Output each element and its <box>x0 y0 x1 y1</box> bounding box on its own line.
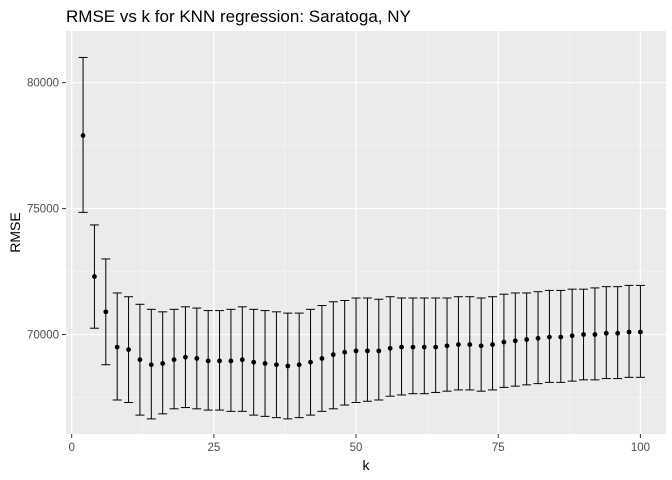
data-point <box>160 361 166 366</box>
y-axis-label: RMSE <box>7 212 23 252</box>
data-point <box>274 362 279 368</box>
data-point <box>183 354 188 360</box>
x-tick-label: 100 <box>631 442 650 454</box>
data-point <box>239 357 245 363</box>
data-point <box>569 333 575 339</box>
data-point <box>308 359 313 365</box>
y-axis: 70000 75000 80000 <box>27 78 66 342</box>
data-points <box>80 133 643 369</box>
x-axis-label: k <box>363 457 371 473</box>
data-point <box>421 344 427 350</box>
data-point <box>501 339 507 345</box>
data-point <box>205 358 211 364</box>
data-point <box>603 330 609 336</box>
data-point <box>638 329 643 335</box>
data-point <box>262 361 268 366</box>
x-tick-label: 25 <box>207 442 220 454</box>
data-point <box>353 348 359 354</box>
data-point <box>592 332 598 337</box>
data-point <box>433 344 439 350</box>
data-point <box>285 363 291 369</box>
data-point <box>558 334 564 340</box>
data-point <box>137 357 143 363</box>
data-point <box>547 334 552 340</box>
data-point <box>512 338 518 344</box>
x-tick-label: 50 <box>350 442 363 454</box>
data-point <box>478 343 484 349</box>
x-tick-label: 75 <box>492 442 505 454</box>
data-point <box>524 337 530 342</box>
chart-title: RMSE vs k for KNN regression: Saratoga, … <box>66 7 411 26</box>
data-point <box>342 349 348 355</box>
data-point <box>103 309 109 315</box>
grid-minor <box>66 31 666 434</box>
data-point <box>228 358 234 364</box>
data-point <box>410 344 416 350</box>
data-point <box>376 348 382 354</box>
data-point <box>535 335 541 341</box>
data-point <box>114 344 120 350</box>
data-point <box>581 332 586 337</box>
data-point <box>615 330 621 336</box>
data-point <box>456 342 461 347</box>
data-point <box>194 356 200 361</box>
plot-panel <box>66 31 666 434</box>
data-point <box>296 362 302 368</box>
data-point <box>171 357 177 363</box>
data-point <box>319 356 325 361</box>
data-point <box>365 348 370 354</box>
data-point <box>126 347 131 353</box>
data-point <box>80 133 86 138</box>
data-point <box>387 345 393 351</box>
x-axis: 0 25 50 75 100 <box>68 434 650 454</box>
y-tick-label: 80000 <box>27 78 59 90</box>
data-point <box>251 359 257 365</box>
x-tick-label: 0 <box>68 442 74 454</box>
data-point <box>444 343 450 349</box>
data-point <box>92 274 97 279</box>
data-point <box>148 362 154 368</box>
data-point <box>626 329 632 335</box>
data-point <box>490 342 495 347</box>
y-tick-label: 75000 <box>27 204 59 216</box>
data-point <box>467 342 473 347</box>
y-tick-label: 70000 <box>27 330 59 342</box>
data-point <box>399 344 404 350</box>
data-point <box>217 358 222 364</box>
data-point <box>330 352 336 358</box>
